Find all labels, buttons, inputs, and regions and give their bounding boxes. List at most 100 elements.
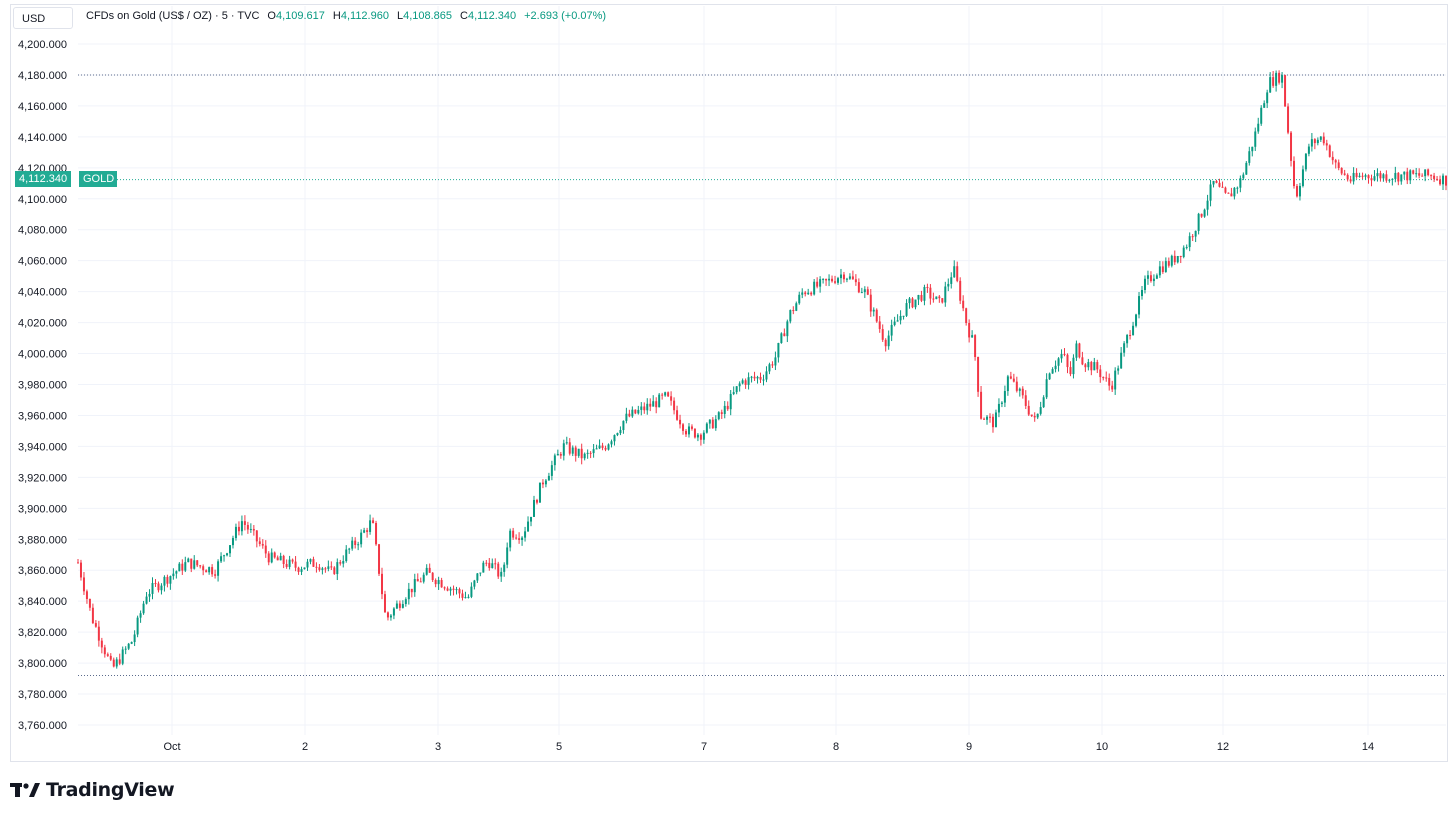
candle-body — [616, 433, 619, 436]
candle-body — [1078, 343, 1081, 358]
candle-body — [938, 296, 941, 299]
candle-body — [983, 418, 986, 420]
candle-body — [1275, 72, 1278, 86]
candle-body — [378, 544, 381, 574]
candle-body — [926, 287, 929, 289]
candle-body — [237, 526, 240, 532]
candle-body — [884, 339, 887, 347]
candle-body — [1239, 178, 1242, 188]
candle-body — [1030, 414, 1033, 416]
candle-body — [1164, 261, 1167, 272]
candle-body — [1102, 377, 1105, 379]
candle-body — [470, 586, 473, 597]
candle-body — [1072, 357, 1075, 375]
candle-body — [789, 310, 792, 322]
candle-body — [1388, 179, 1391, 181]
candle-body — [1343, 173, 1346, 175]
candle-body — [1301, 169, 1304, 186]
candle-body — [640, 406, 643, 410]
candle-body — [130, 642, 133, 644]
candle-body — [1120, 352, 1123, 369]
candle-body — [267, 553, 270, 563]
candle-body — [667, 392, 670, 397]
candle-body — [407, 588, 410, 600]
candle-body — [1427, 169, 1430, 176]
candle-body — [1424, 169, 1427, 177]
candle-body — [1060, 354, 1063, 359]
candle-body — [524, 531, 527, 538]
candle-body — [255, 530, 258, 542]
candle-body — [1298, 185, 1301, 197]
candle-body — [437, 580, 440, 585]
candle-body — [309, 559, 312, 562]
candle-body — [753, 376, 756, 379]
candle-body — [1373, 176, 1376, 181]
candle-body — [398, 603, 401, 608]
candle-body — [1143, 278, 1146, 290]
candle-body — [1179, 255, 1182, 257]
candle-body — [911, 298, 914, 308]
candle-body — [631, 409, 634, 417]
candle-body — [989, 416, 991, 418]
candle-body — [1260, 107, 1263, 124]
candle-body — [217, 561, 220, 576]
candle-body — [413, 579, 416, 593]
candle-body — [324, 568, 327, 570]
candle-body — [82, 577, 85, 592]
candle-body — [133, 634, 136, 643]
candle-body — [1295, 186, 1298, 197]
symbol-title[interactable]: CFDs on Gold (US$ / OZ) · 5 · TVC — [86, 10, 260, 22]
candle-body — [583, 453, 586, 459]
candle-body — [780, 333, 783, 344]
candle-body — [705, 423, 708, 433]
candle-body — [446, 588, 449, 591]
candle-body — [1006, 376, 1009, 392]
candle-body — [819, 279, 822, 287]
candle-body — [890, 324, 893, 336]
x-axis: Oct 2 3 5 7 8 9 10 12 14 — [163, 741, 1374, 753]
candle-body — [923, 287, 926, 301]
candle-body — [521, 537, 524, 540]
y-tick-label: 3,780.000 — [18, 689, 67, 701]
candle-body — [714, 419, 717, 429]
candle-body — [738, 383, 741, 387]
candle-body — [664, 392, 667, 396]
candle-body — [220, 556, 223, 562]
candle-body — [1254, 131, 1257, 147]
candle-body — [330, 566, 333, 568]
candle-body — [1069, 367, 1072, 375]
candle-body — [1346, 174, 1349, 180]
candle-body — [798, 294, 801, 304]
candle-body — [226, 553, 229, 556]
candle-body — [786, 321, 789, 337]
candle-body — [747, 377, 750, 385]
candle-body — [482, 562, 485, 573]
candle-body — [339, 562, 342, 564]
currency-button[interactable]: USD — [13, 7, 73, 29]
candle-body — [506, 547, 509, 565]
candle-body — [1135, 314, 1138, 326]
candle-body — [771, 364, 774, 366]
candle-body — [562, 443, 565, 456]
candle-body — [112, 659, 115, 667]
candle-body — [1269, 77, 1272, 93]
candle-body — [285, 564, 288, 567]
candle-body — [795, 303, 798, 311]
candle-body — [1108, 377, 1111, 386]
candle-body — [389, 615, 392, 618]
candle-body — [458, 589, 461, 594]
candle-body — [1233, 187, 1236, 197]
candle-body — [354, 540, 357, 546]
candle-body — [1048, 373, 1051, 380]
candle-body — [1236, 187, 1239, 189]
candle-body — [1290, 132, 1293, 161]
candle-body — [947, 283, 950, 287]
candle-body — [1042, 397, 1045, 408]
candle-body — [1036, 413, 1039, 418]
candle-body — [1185, 247, 1188, 249]
tradingview-logo[interactable]: TradingView — [10, 778, 175, 802]
candle-body — [1146, 275, 1149, 279]
candle-body — [88, 598, 91, 608]
candle-body — [1328, 145, 1331, 157]
